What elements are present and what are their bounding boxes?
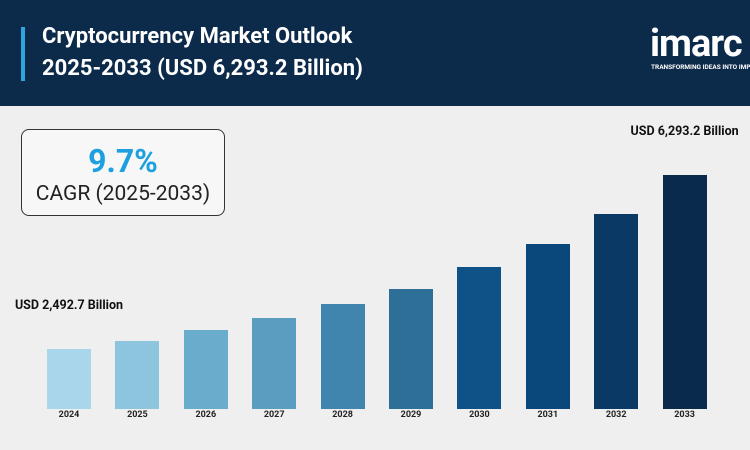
cagr-value: 9.7% <box>88 142 158 180</box>
value-label: USD 6,293.2 Billion <box>630 124 739 139</box>
x-tick-label: 2030 <box>469 410 490 420</box>
x-tick-label: 2025 <box>127 410 148 420</box>
bar <box>457 267 502 409</box>
bar <box>662 175 707 409</box>
x-tick-label: 2032 <box>605 410 627 420</box>
title-line: Cryptocurrency Market Outlook <box>42 24 353 49</box>
bar <box>47 349 91 409</box>
header: Cryptocurrency Market Outlook 2025-2033 … <box>0 0 750 106</box>
x-tick-label: 2033 <box>674 410 695 420</box>
title-line: 2025-2033 (USD 6,293.2 Billion) <box>42 56 363 81</box>
value-label: USD 2,492.7 Billion <box>14 298 124 313</box>
accent-bar <box>21 27 25 81</box>
x-tick-label: 2024 <box>58 410 80 420</box>
x-tick-label: 2027 <box>263 410 285 420</box>
x-tick-label: 2029 <box>400 410 422 420</box>
bar <box>320 304 365 409</box>
x-tick-label: 2026 <box>195 410 217 420</box>
bar <box>389 289 433 409</box>
bar <box>252 317 297 409</box>
logo: imarc <box>650 22 743 66</box>
cagr-box: 9.7% CAGR (2025-2033) <box>21 129 225 216</box>
logo-tagline: TRANSFORMING IDEAS INTO IMPACT <box>651 63 750 71</box>
bar <box>525 244 570 409</box>
bar <box>594 214 639 409</box>
x-tick-label: 2031 <box>537 410 559 420</box>
bar <box>115 341 160 409</box>
cagr-label: CAGR (2025-2033) <box>35 182 211 206</box>
bar <box>183 330 228 409</box>
x-tick-label: 2028 <box>332 410 353 420</box>
